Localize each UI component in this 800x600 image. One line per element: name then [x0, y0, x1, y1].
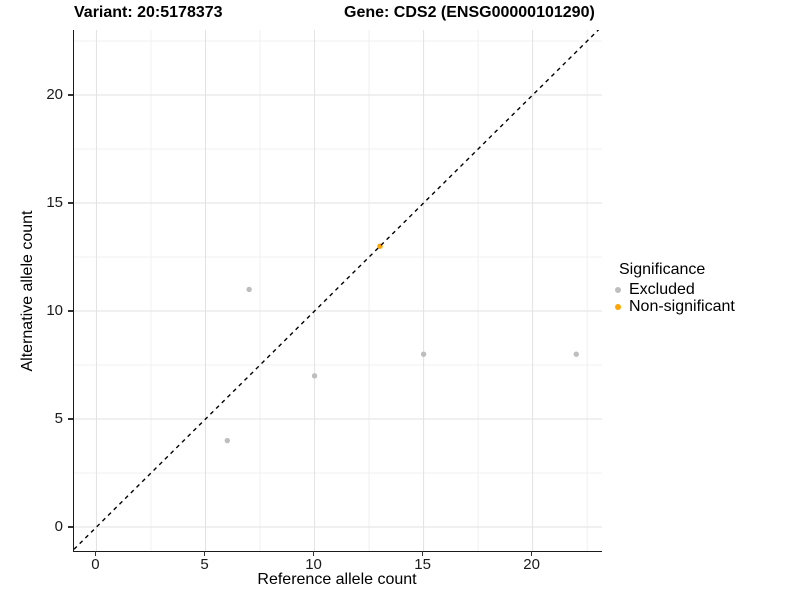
x-tick-label: 5	[200, 556, 209, 573]
x-axis-label: Reference allele count	[257, 571, 417, 588]
data-point-excluded	[311, 373, 318, 379]
identity-reference-line	[74, 30, 600, 550]
x-tick-label: 10	[305, 556, 322, 573]
variant-title: Variant: 20:5178373	[74, 4, 223, 21]
x-tick-mark	[530, 551, 533, 556]
y-tick-label: 15	[46, 194, 63, 212]
data-point-excluded	[224, 437, 231, 444]
y-tick-label: 5	[54, 410, 63, 428]
plot-panel	[73, 30, 602, 552]
plot-canvas	[74, 30, 602, 551]
x-tick-label: 15	[414, 556, 431, 573]
legend-item-non-significant: Non-significant	[611, 298, 735, 317]
legend-item-excluded: Excluded	[611, 281, 735, 299]
y-tick-mark	[68, 202, 73, 204]
x-tick-label: 0	[91, 556, 100, 573]
y-tick-label: 0	[54, 518, 63, 536]
legend: Significance Excluded Non-significant	[611, 261, 735, 316]
x-tick-mark	[203, 551, 206, 556]
y-tick-mark	[68, 310, 73, 312]
excluded-dot-icon	[615, 286, 621, 293]
legend-item-label: Excluded	[629, 280, 695, 298]
y-tick-label: 20	[46, 86, 63, 104]
y-tick-mark	[68, 94, 73, 96]
non-significant-dot-icon	[615, 304, 621, 311]
y-axis-label: Alternative allele count	[19, 210, 36, 372]
x-tick-mark	[421, 551, 424, 556]
y-tick-mark	[68, 526, 73, 528]
x-tick-label: 20	[523, 556, 540, 573]
x-tick-mark	[94, 551, 97, 556]
gene-title: Gene: CDS2 (ENSG00000101290)	[344, 4, 595, 21]
legend-title: Significance	[619, 261, 706, 278]
y-tick-mark	[68, 418, 73, 420]
x-tick-mark	[312, 551, 315, 556]
legend-item-label: Non-significant	[629, 298, 735, 316]
y-tick-label: 10	[46, 302, 63, 320]
data-point-excluded	[573, 351, 579, 357]
data-point-excluded	[246, 286, 252, 293]
data-point-excluded	[420, 351, 427, 357]
